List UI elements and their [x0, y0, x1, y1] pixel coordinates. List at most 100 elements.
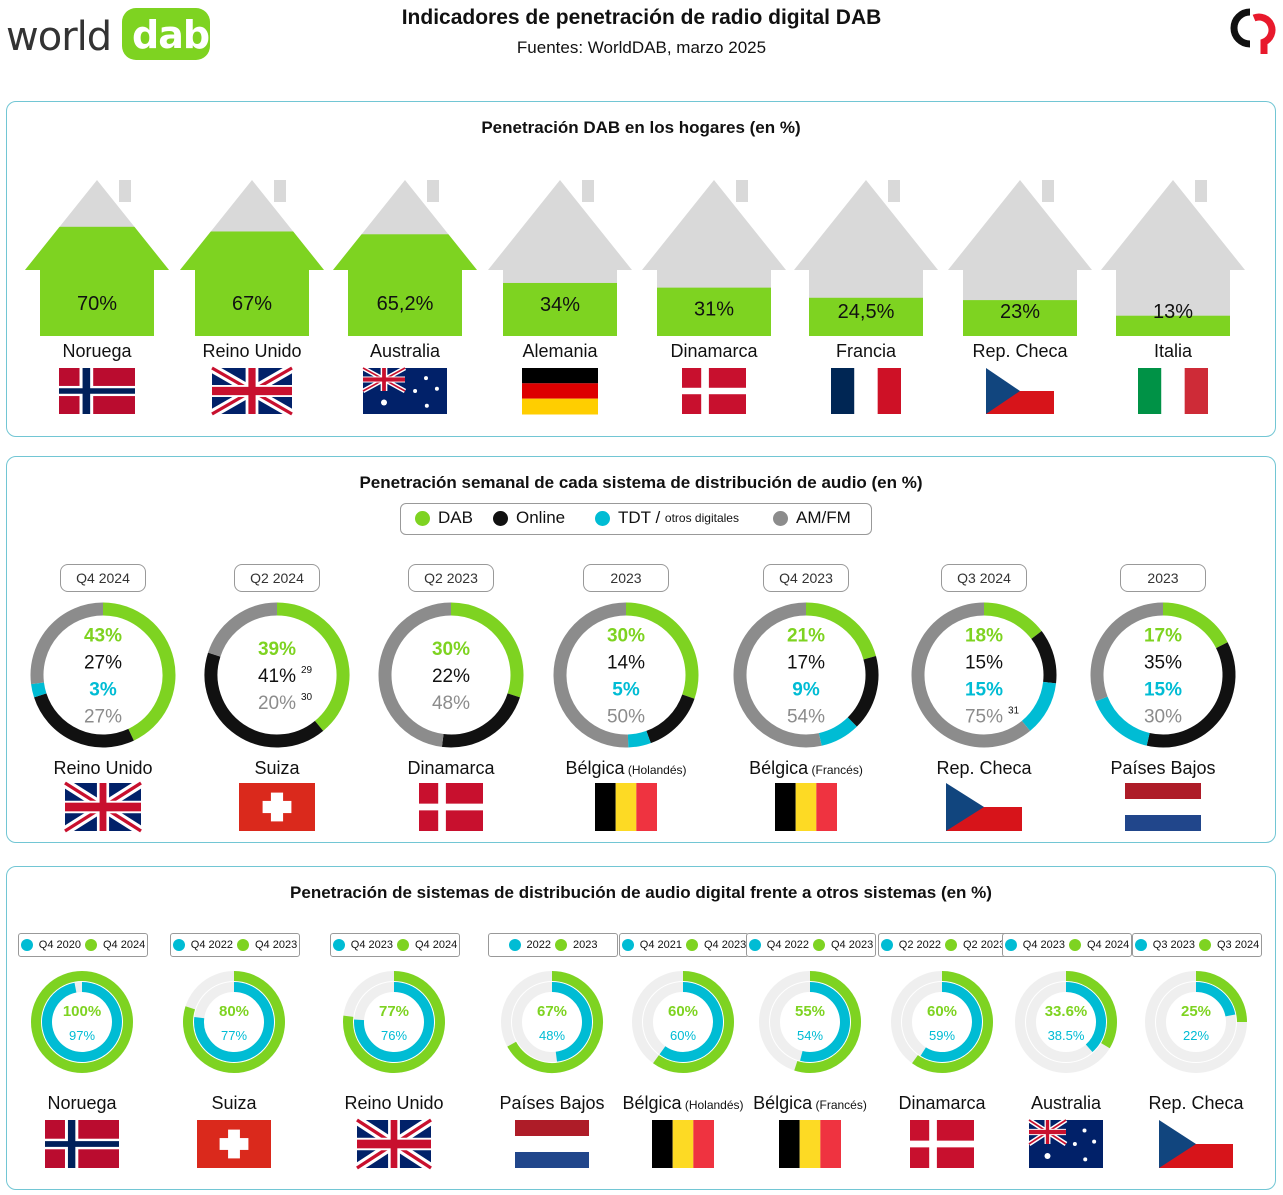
- ring-country-label: Bélgica (Francés): [753, 1093, 867, 1113]
- mini-legend-period-new: Q2 2023: [963, 939, 1006, 951]
- mini-legend-dot-new: [945, 939, 957, 951]
- donut-label-tdt: 15%: [965, 680, 1003, 701]
- donut-country-note: (Francés): [808, 763, 863, 777]
- ring-mini-legend: Q2 2022 Q2 2023: [878, 933, 1008, 957]
- donut-label-dab: 43%: [84, 626, 122, 647]
- mini-legend-dot-old: [1134, 939, 1147, 951]
- donut-segment: [1031, 631, 1057, 684]
- donut-2: 39% 41% 29 20% 30: [204, 602, 350, 748]
- ring-inner-arc: [659, 982, 723, 1062]
- donut-segment: [1021, 681, 1057, 731]
- ring-inner-arc: [42, 982, 122, 1062]
- mini-legend-period-new: Q4 2023: [255, 939, 298, 951]
- donut-segment: [1146, 642, 1236, 748]
- donut-label-online: 14%: [607, 653, 645, 674]
- donut-segment: [553, 602, 629, 748]
- house-2: 67%: [180, 180, 324, 336]
- flag-ch-icon: [239, 783, 315, 831]
- donut-segment: [911, 602, 1031, 748]
- logo-text-dab: dab: [132, 13, 210, 57]
- worlddab-logo: world dab: [6, 6, 211, 62]
- mini-legend-period-new: 2023: [573, 939, 598, 951]
- donut-3: 30% 22% 48%: [378, 602, 524, 748]
- donut-footnote: 29: [301, 665, 313, 676]
- legend-label-online: Online: [516, 508, 566, 527]
- mini-legend-dot-new: [555, 939, 567, 951]
- ring-country-label: Suiza: [211, 1093, 257, 1113]
- flag-de-icon: [522, 368, 598, 415]
- ring-country-label: Reino Unido: [344, 1093, 444, 1113]
- donut-segment: [847, 656, 879, 727]
- legend: DAB Online TDT / otros digitales AM/FM: [400, 503, 872, 535]
- ring-outer-arc: [31, 971, 133, 1073]
- flag-be-icon: [595, 783, 657, 831]
- legend-item-amfm: AM/FM: [773, 508, 851, 528]
- mini-legend-period-old: 2022: [526, 939, 551, 951]
- donut-segment: [34, 693, 134, 748]
- donut-label-tdt: 9%: [792, 680, 820, 701]
- house-fill-bar: [1101, 315, 1245, 336]
- donut-label-amfm: 20%: [258, 693, 296, 714]
- flag-nl-icon: [1125, 783, 1201, 831]
- donut-segment: [208, 602, 278, 657]
- ring-value-new: 60%: [927, 1003, 957, 1020]
- house-fill-bar: [180, 231, 324, 336]
- donut-label-dab: 17%: [1144, 626, 1182, 647]
- donut-label-tdt: 3%: [89, 680, 117, 701]
- ring-value-old: 76%: [381, 1028, 407, 1043]
- mini-legend-period-new: Q4 2023: [831, 939, 874, 951]
- legend-label-amfm: AM/FM: [796, 508, 851, 527]
- house-country-label: Rep. Checa: [972, 341, 1068, 361]
- donut-label-online: 17%: [787, 653, 825, 674]
- house-3: 65,2%: [333, 180, 477, 336]
- donut-label-tdt: 5%: [612, 680, 640, 701]
- ring-value-new: 60%: [668, 1003, 698, 1020]
- period-pill: 2023: [1120, 564, 1206, 592]
- flag-cz-icon: [986, 368, 1054, 414]
- logo-badge-dab: dab: [122, 8, 210, 60]
- period-pill: Q4 2024: [60, 564, 146, 592]
- house-fill-bar: [642, 287, 786, 336]
- ring-country-label: Países Bajos: [499, 1093, 605, 1113]
- ring-value-old: 59%: [929, 1028, 955, 1043]
- period-pill: Q3 2024: [941, 564, 1027, 592]
- house-country-label: Noruega: [62, 341, 132, 361]
- donut-label-online: 35%: [1144, 653, 1182, 674]
- ring-3: 77% 76%: [343, 971, 445, 1073]
- legend-dot-online: [493, 510, 508, 526]
- flag-dk-icon: [910, 1120, 974, 1168]
- legend-label-dab: DAB: [438, 508, 473, 527]
- donut-segment: [983, 602, 1042, 640]
- ring-country-label: Noruega: [47, 1093, 117, 1113]
- ring-7: 60% 59%: [891, 971, 993, 1073]
- flag-it-icon: [1138, 368, 1208, 414]
- donut-label-amfm: 54%: [787, 707, 825, 728]
- ring-outer-arc: [1065, 971, 1117, 1049]
- legend-dot-tdt: [595, 510, 610, 526]
- donut-label-amfm: 30%: [1144, 707, 1182, 728]
- mini-legend-period-new: Q4 2023: [704, 939, 747, 951]
- mini-legend-dot-new: [686, 939, 698, 951]
- ring-inner-arc: [1065, 982, 1106, 1052]
- house-value-label: 34%: [540, 294, 580, 316]
- ring-value-old: 54%: [797, 1028, 823, 1043]
- house-country-label: Reino Unido: [202, 341, 301, 361]
- legend-label-tdt: TDT /: [618, 508, 661, 527]
- mini-legend-dot-new: [237, 939, 249, 951]
- donut-segment: [450, 602, 524, 698]
- ring-mini-legend: Q3 2023 Q3 2024: [1132, 933, 1262, 957]
- donut-country-label: Suiza: [254, 758, 300, 778]
- ring-mini-legend: 2022 2023: [488, 933, 618, 957]
- donut-segment: [378, 602, 452, 747]
- donut-label-dab: 18%: [965, 626, 1003, 647]
- mini-legend-period-old: Q3 2023: [1152, 939, 1195, 951]
- ring-country-label: Bélgica (Holandés): [622, 1093, 744, 1113]
- ring-mini-legend: Q4 2022 Q4 2023: [170, 933, 300, 957]
- flag-dk-icon: [419, 783, 483, 831]
- ring-value-new: 67%: [537, 1003, 567, 1020]
- flag-be-icon: [779, 1120, 841, 1168]
- donut-label-dab: 21%: [787, 626, 825, 647]
- flag-gb-icon: [354, 1115, 434, 1173]
- flag-au-icon: [361, 365, 447, 414]
- flag-be-icon: [775, 783, 837, 831]
